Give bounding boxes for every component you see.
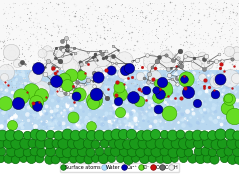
Bar (0, 130, 239, 166)
Bar (0, 0, 239, 90)
Legend: Surface atoms, Water, Ca²⁺, Cl⁻, O, C, H: Surface atoms, Water, Ca²⁺, Cl⁻, O, C, H (60, 163, 179, 172)
Bar (0, 70, 239, 130)
